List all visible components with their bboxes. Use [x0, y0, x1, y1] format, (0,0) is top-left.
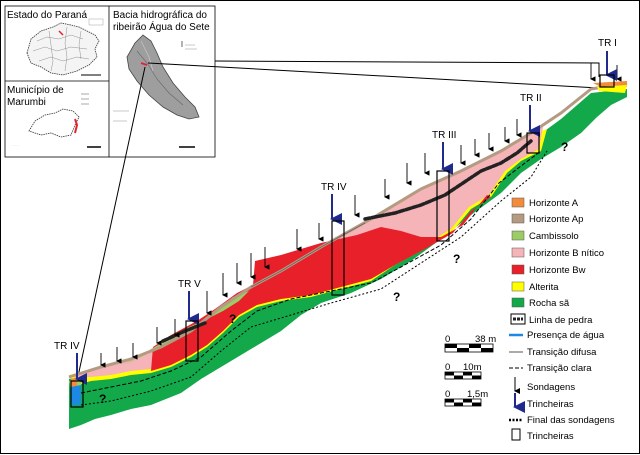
svg-text:1,5m: 1,5m — [467, 389, 488, 400]
legend-item-horizonte-ap: Horizonte Ap — [511, 213, 583, 225]
svg-text:TR III: TR III — [432, 130, 456, 141]
inset-panel: Estado do Paraná Município de Marumbi · … — [4, 5, 216, 158]
svg-text:?: ? — [561, 140, 568, 154]
parana-title: Estado do Paraná — [7, 10, 87, 21]
trenches: TR I TR II TR III TR IV TR V TR IV — [54, 38, 617, 408]
svg-text:Trincheiras: Trincheiras — [527, 431, 574, 442]
legend-item-sondagens: Sondagens — [514, 377, 575, 394]
legend-item-horizonte-b-nitico: Horizonte B nítico — [511, 247, 604, 259]
marumbi-title-2: Marumbi — [7, 97, 46, 108]
legend-item-presenca-agua: Presença de água — [509, 330, 605, 341]
scale-bar-38m: 0 38 m — [444, 334, 496, 353]
parana-location-marker — [58, 30, 64, 36]
svg-text:Horizonte B nítico: Horizonte B nítico — [529, 248, 604, 259]
svg-text:?: ? — [393, 290, 400, 304]
presence-of-water — [71, 385, 81, 405]
legend-item-transicao-difusa: Transição difusa — [509, 347, 597, 358]
svg-text:Horizonte Bw: Horizonte Bw — [529, 265, 586, 276]
svg-text:?: ? — [229, 312, 236, 326]
parana-map-texture — [32, 26, 90, 72]
svg-text:TR IV: TR IV — [54, 341, 80, 352]
profile: ? ? ? ? ? — [68, 81, 628, 429]
legend: Horizonte A Horizonte Ap Cambissolo Hori… — [509, 197, 615, 442]
svg-text:38 m: 38 m — [475, 334, 496, 345]
sondagens-arrows — [100, 63, 622, 368]
svg-text:Horizonte Ap: Horizonte Ap — [529, 214, 583, 225]
trench-tr-iv-detail: TR IV — [54, 341, 87, 408]
legend-item-transicao-clara: Transição clara — [509, 363, 592, 374]
trench-tr-ii: TR II — [520, 93, 542, 154]
svg-text:0: 0 — [445, 362, 450, 373]
svg-text:?: ? — [99, 392, 106, 406]
svg-text:· · · · ·: · · · · · — [11, 143, 19, 147]
marumbi-legend-lines — [81, 93, 89, 105]
legend-item-horizonte-bw: Horizonte Bw — [511, 264, 586, 276]
marumbi-title-1: Município de — [7, 85, 64, 96]
legend-item-final-sondagens: Final das sondagens — [509, 415, 615, 426]
svg-text:Cambissolo: Cambissolo — [529, 231, 579, 242]
svg-text:Transição difusa: Transição difusa — [527, 347, 597, 358]
basin-title-1: Bacia hidrográfica do — [113, 10, 207, 21]
basin-title-2: ribeirão Água do Sete — [113, 20, 210, 33]
transicao-difusa-line — [250, 222, 366, 288]
layer-horizonte-a — [593, 81, 627, 87]
svg-text:Transição clara: Transição clara — [527, 363, 592, 374]
legend-item-rocha-sa: Rocha sã — [511, 297, 570, 309]
svg-text:0: 0 — [445, 389, 450, 400]
scale-bars: 0 38 m 0 10m 0 1,5m — [444, 334, 496, 407]
svg-text:TR I: TR I — [598, 38, 617, 49]
marumbi-basin-marker — [74, 118, 79, 134]
basin-location-marker — [140, 62, 148, 66]
marumbi-map — [28, 108, 80, 138]
svg-text:10m: 10m — [463, 362, 482, 373]
svg-text:TR V: TR V — [178, 279, 201, 290]
legend-item-horizonte-a: Horizonte A — [511, 197, 579, 209]
unknown-marks: ? ? ? ? ? — [99, 140, 568, 406]
svg-text:Sondagens: Sondagens — [527, 382, 575, 393]
scale-bar-1-5m: 0 1,5m — [444, 389, 488, 407]
svg-text:Rocha sã: Rocha sã — [529, 298, 570, 309]
svg-text:Alterita: Alterita — [529, 282, 559, 293]
trench-tr-i: TR I — [598, 38, 617, 88]
layer-horizonte-bw — [151, 195, 491, 371]
legend-item-trincheiras-box: Trincheiras — [511, 428, 574, 442]
svg-text:TR IV: TR IV — [321, 182, 347, 193]
svg-text:Presença de água: Presença de água — [527, 330, 605, 341]
trench-tr-v: TR V — [178, 279, 201, 362]
svg-text:Horizonte A: Horizonte A — [529, 198, 579, 209]
connector-lines — [76, 60, 600, 382]
svg-text:Trincheiras: Trincheiras — [527, 399, 574, 410]
basin-map — [126, 34, 200, 120]
svg-text:TR II: TR II — [520, 93, 542, 104]
scale-bar-10m: 0 10m — [444, 362, 482, 380]
parana-map — [26, 22, 100, 76]
trench-tr-iii: TR III — [432, 130, 456, 242]
svg-text:0: 0 — [445, 334, 450, 345]
transicao-clara-line — [80, 150, 542, 394]
layer-horizonte-b-nitico — [73, 127, 543, 377]
trench-tr-iv: TR IV — [321, 182, 347, 296]
svg-text:Linha de pedra: Linha de pedra — [529, 315, 593, 326]
svg-text:Final das sondagens: Final das sondagens — [527, 415, 615, 426]
legend-item-trincheiras-arrow: Trincheiras — [513, 393, 574, 413]
legend-item-alterita: Alterita — [511, 281, 559, 293]
legend-item-cambissolo: Cambissolo — [511, 230, 579, 242]
legend-item-linha-de-pedra: Linha de pedra — [510, 313, 593, 326]
svg-text:?: ? — [453, 252, 460, 266]
